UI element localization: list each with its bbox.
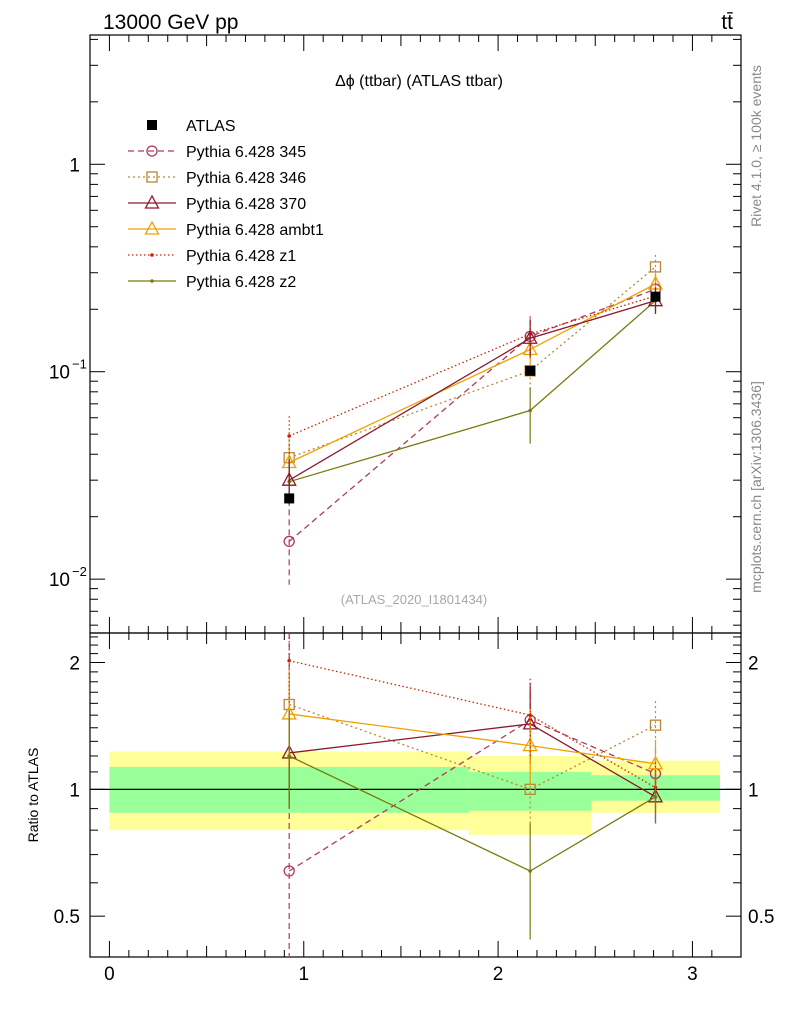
legend-item: ATLAS — [147, 118, 236, 135]
series-line — [289, 300, 656, 483]
ratio-series-pythia-6-428-z2 — [287, 710, 658, 940]
ratio-axis-label: Ratio to ATLAS — [25, 748, 41, 843]
data-point — [284, 493, 295, 504]
ratio-data-point — [647, 755, 664, 770]
y-tick-label: 10 — [49, 363, 70, 384]
series-pythia-6-428-370 — [281, 288, 664, 505]
legend-marker — [144, 194, 160, 209]
legend: ATLAS Pythia 6.428 345 Pythia 6.428 346 Pyt… — [128, 118, 324, 291]
data-point — [522, 329, 538, 344]
series-layer — [281, 254, 664, 957]
ratio-y-tick-label: 2 — [69, 654, 80, 675]
ratio-data-point — [528, 713, 532, 717]
series-line — [288, 300, 656, 481]
series-atlas — [284, 291, 661, 504]
x-tick-label: 3 — [687, 964, 698, 985]
analysis-watermark: (ATLAS_2020_I1801434) — [341, 592, 487, 607]
ratio-series-line — [288, 703, 656, 791]
data-point — [287, 434, 291, 438]
data-point — [283, 535, 295, 548]
legend-marker — [146, 145, 158, 157]
ratio-data-point — [653, 795, 658, 799]
series-pythia-6-428-ambt1 — [281, 271, 664, 485]
ratio-data-point — [528, 869, 532, 873]
series-line — [288, 266, 656, 459]
legend-marker — [147, 120, 157, 130]
ratio-y-tick-label-right: 1 — [748, 780, 759, 801]
x-tick-label: 2 — [493, 964, 504, 985]
ratio-y-tick-label-right: 2 — [748, 654, 759, 675]
legend-label: Pythia 6.428 ambt1 — [186, 222, 324, 239]
y-tick-label: 1 — [69, 155, 80, 176]
legend-marker — [150, 279, 154, 283]
legend-label: Pythia 6.428 370 — [186, 196, 306, 213]
legend-marker — [144, 220, 160, 235]
legend-label: Pythia 6.428 z1 — [186, 248, 296, 265]
legend-marker — [150, 253, 154, 257]
chart-title: Δϕ (ttbar) (ATLAS ttbar) — [335, 73, 503, 90]
series-line — [288, 283, 656, 464]
y-tick-label-exponent: −1 — [72, 357, 87, 372]
energy-label: 13000 GeV pp — [103, 11, 238, 34]
ratio-data-point — [649, 719, 662, 731]
legend-label: Pythia 6.428 345 — [186, 144, 306, 161]
ratio-data-point — [287, 754, 291, 758]
series-pythia-6-428-346 — [283, 254, 662, 479]
ratio-data-point — [283, 865, 295, 877]
x-tick-label: 0 — [104, 964, 115, 985]
uncertainty-bands — [90, 751, 741, 835]
legend-item: Pythia 6.428 ambt1 — [128, 220, 324, 239]
series-pythia-6-428-345 — [283, 276, 662, 585]
data-point — [525, 365, 536, 376]
legend-label: Pythia 6.428 346 — [186, 170, 306, 187]
source-label: mcplots.cern.ch [arXiv:1306.3436] — [748, 381, 764, 593]
ratio-y-tick-label-right: 0.5 — [748, 907, 774, 928]
y-tick-label-exponent: −2 — [72, 564, 87, 579]
series-pythia-6-428-z2 — [287, 288, 658, 507]
plot-frames: 110 −110 −20 1 2 30.5 0.51 12 2 — [49, 34, 774, 985]
legend-item: Pythia 6.428 370 — [128, 194, 306, 213]
x-tick-label: 1 — [298, 964, 309, 985]
ratio-y-tick-label: 0.5 — [54, 907, 80, 928]
series-line — [288, 288, 656, 542]
process-label: tt̄ — [721, 11, 733, 34]
legend-label: ATLAS — [186, 118, 236, 135]
ratio-y-tick-label: 1 — [69, 780, 80, 801]
data-point — [650, 291, 661, 302]
data-point — [528, 408, 532, 413]
legend-marker — [146, 171, 158, 183]
legend-item: Pythia 6.428 z2 — [128, 274, 296, 291]
rivet-version-label: Rivet 4.1.0, ≥ 100k events — [748, 65, 764, 227]
y-tick-label: 10 — [49, 570, 70, 591]
ratio-data-point — [522, 737, 538, 752]
series-line — [288, 295, 656, 437]
legend-label: Pythia 6.428 z2 — [186, 274, 296, 291]
legend-item: Pythia 6.428 345 — [128, 144, 306, 161]
legend-item: Pythia 6.428 z1 — [128, 248, 296, 265]
ratio-panel-frame — [89, 632, 742, 958]
data-point — [281, 471, 297, 486]
ratio-data-point — [287, 658, 291, 663]
legend-item: Pythia 6.428 346 — [128, 170, 306, 187]
